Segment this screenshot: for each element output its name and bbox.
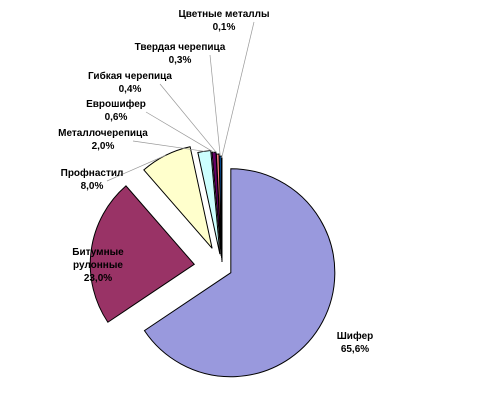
pie-slice [89,185,195,323]
leader-line [106,155,166,182]
category-label: Профнастил [60,168,124,179]
slice-label: Шифер 65,6% [325,330,385,356]
pie-slice [143,146,213,249]
value-label: 8,0% [80,181,104,192]
leader-line [159,83,218,155]
leader-line [132,140,205,152]
value-label: 0,4% [118,84,142,95]
pie-slice [220,157,223,263]
value-label: 65,6% [340,344,370,355]
slice-label: Цветные металлы 0,1% [164,8,284,34]
leader-line [209,54,221,157]
slice-label: Еврошифер 0,6% [76,98,156,124]
value-label: 23,0% [83,273,113,284]
slice-label: Металлочерепица 2,0% [48,127,158,153]
leader-line [145,111,215,153]
slice-label: Профнастил 8,0% [52,167,132,193]
slice-label: Битумные рулонные 23,0% [63,246,133,285]
value-label: 0,6% [104,112,128,123]
category-label: Цветные металлы [178,9,270,20]
category-label: Еврошифер [86,99,146,110]
category-label: Шифер [336,331,374,342]
slice-label: Гибкая черепица 0,4% [75,70,185,96]
value-label: 2,0% [91,141,115,152]
category-label: Твердая черепица [134,42,226,53]
pie-slice [215,153,223,259]
category-label: Битумные рулонные [72,247,124,271]
category-label: Металлочерепица [58,128,148,139]
leader-line [221,21,255,159]
pie-slice [143,168,336,378]
category-label: Гибкая черепица [88,71,172,82]
slice-label: Твердая черепица 0,3% [120,41,240,67]
value-label: 0,3% [168,55,192,66]
value-label: 0,1% [212,22,236,33]
